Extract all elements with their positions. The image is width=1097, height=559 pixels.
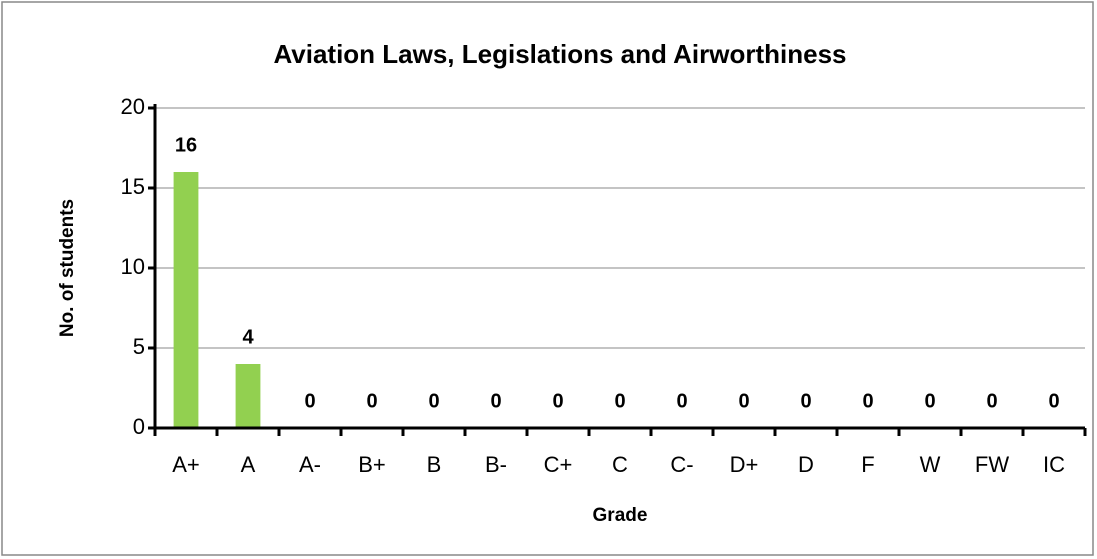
x-tick-label: C <box>612 452 628 477</box>
x-tick-label: FW <box>975 452 1009 477</box>
x-tick-label: B- <box>485 452 507 477</box>
bar <box>173 172 199 428</box>
x-tick-label: B <box>427 452 442 477</box>
data-label: 0 <box>862 390 873 412</box>
data-label: 0 <box>1048 390 1059 412</box>
x-tick-label: W <box>920 452 941 477</box>
data-label: 0 <box>614 390 625 412</box>
y-tick-label: 20 <box>121 94 145 119</box>
x-tick-label: C- <box>670 452 693 477</box>
data-label: 0 <box>366 390 377 412</box>
data-label: 0 <box>428 390 439 412</box>
y-tick-label: 10 <box>121 254 145 279</box>
chart-title: Aviation Laws, Legislations and Airworth… <box>273 39 846 69</box>
y-tick-label: 15 <box>121 174 145 199</box>
data-label: 0 <box>490 390 501 412</box>
data-label: 0 <box>552 390 563 412</box>
x-tick-label: A- <box>299 452 321 477</box>
data-label: 0 <box>800 390 811 412</box>
x-tick-label: D <box>798 452 814 477</box>
x-axis-title: Grade <box>593 505 648 526</box>
data-label: 0 <box>304 390 315 412</box>
x-tick-label: B+ <box>358 452 386 477</box>
y-axis-title: No. of students <box>57 199 78 337</box>
data-label: 16 <box>175 134 197 156</box>
x-tick-label: A+ <box>172 452 200 477</box>
data-label: 0 <box>924 390 935 412</box>
y-tick-label: 5 <box>133 334 145 359</box>
bar <box>235 364 261 428</box>
x-tick-label: C+ <box>544 452 573 477</box>
data-label: 0 <box>676 390 687 412</box>
data-label: 4 <box>242 326 254 348</box>
x-tick-label: A <box>241 452 256 477</box>
data-label: 0 <box>738 390 749 412</box>
y-tick-label: 0 <box>133 414 145 439</box>
x-tick-label: IC <box>1043 452 1065 477</box>
x-tick-label: F <box>861 452 874 477</box>
x-tick-label: D+ <box>730 452 759 477</box>
data-label: 0 <box>986 390 997 412</box>
